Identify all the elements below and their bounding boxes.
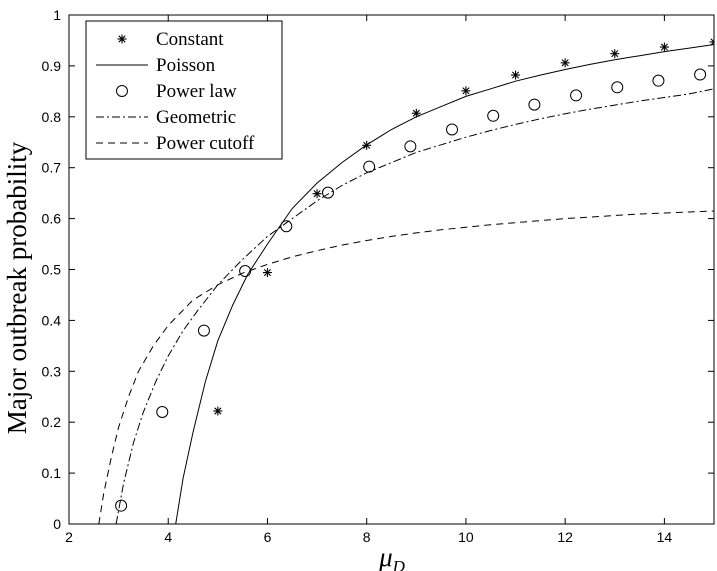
point-power-law-4	[280, 220, 293, 233]
point-power-law-13	[652, 74, 665, 87]
series-geometric	[115, 88, 714, 524]
point-constant-10	[709, 37, 714, 47]
y-tick-label-0.3: 0.3	[42, 363, 62, 379]
point-power-law-8	[446, 123, 459, 136]
y-tick-label-0.7: 0.7	[42, 160, 62, 176]
y-tick-label-0.2: 0.2	[42, 414, 62, 430]
point-constant-6-stroke-3	[511, 71, 520, 79]
point-power-law-1	[156, 406, 169, 419]
point-power-law-10	[528, 98, 541, 111]
series-line-power-cutoff	[98, 210, 714, 524]
legend-box	[85, 20, 283, 160]
y-tick-label-0.5: 0.5	[42, 262, 62, 278]
series-power-cutoff	[98, 210, 714, 524]
point-power-law-12	[611, 81, 624, 94]
legend-swatch-constant	[117, 34, 127, 44]
point-constant-1-stroke-3	[263, 268, 272, 277]
point-constant-7	[560, 58, 570, 68]
y-tick-label-1: 1	[53, 7, 61, 23]
x-tick-label-10: 10	[458, 529, 474, 545]
point-power-law-6	[363, 160, 376, 173]
point-power-law-7	[404, 140, 417, 153]
point-constant-2	[312, 189, 322, 199]
point-power-law-11	[570, 89, 583, 102]
ticks: 2 4 6 8 10 12 14 0 0.1 0.2 0.3 0.4 0.5 0.6 0.7 0.8 0.9 1	[42, 7, 714, 545]
y-axis-label: Major outbreak probability	[2, 141, 32, 434]
point-constant-0-stroke-3	[214, 407, 222, 415]
point-constant-2-stroke-3	[313, 190, 321, 198]
point-power-law-3	[239, 265, 252, 278]
x-tick-label-12: 12	[557, 529, 573, 545]
legend: Constant Poisson Power law Geometric Power c…	[85, 20, 283, 160]
point-constant-10-stroke-3	[710, 41, 714, 46]
point-constant-8	[610, 49, 620, 59]
point-constant-9	[659, 42, 669, 52]
y-tick-label-0: 0	[53, 516, 61, 532]
series-line-poisson	[175, 44, 714, 524]
series-constant	[213, 37, 714, 416]
legend-swatch-constant-stroke-3	[118, 35, 126, 43]
point-power-law-14	[694, 68, 707, 81]
series-line-geometric	[115, 88, 714, 524]
series-poisson	[175, 44, 714, 524]
point-power-law-2	[197, 324, 210, 337]
legend-label-power-law: Power law	[156, 81, 237, 102]
legend-swatch-power-law	[116, 85, 128, 97]
plot-area	[68, 14, 715, 525]
point-power-law-5	[321, 186, 334, 199]
series-power-law	[115, 68, 707, 512]
point-constant-4	[411, 108, 421, 118]
x-tick-label-6: 6	[264, 529, 272, 545]
legend-label-geometric: Geometric	[156, 107, 236, 128]
point-power-law-9	[487, 109, 500, 122]
point-constant-0	[213, 406, 223, 416]
x-tick-label-2: 2	[65, 529, 73, 545]
point-constant-4-stroke-3	[412, 109, 420, 117]
point-constant-10-stroke-1	[710, 38, 714, 43]
x-tick-label-14: 14	[657, 529, 673, 545]
x-axis-label-main: μ	[378, 542, 393, 571]
point-constant-5-stroke-3	[462, 87, 470, 95]
x-axis-label-subscript: D	[392, 557, 406, 571]
point-constant-1	[262, 268, 272, 278]
x-axis-label: μD	[378, 542, 406, 571]
point-constant-7-stroke-3	[561, 59, 569, 67]
legend-label-poisson: Poisson	[156, 55, 216, 76]
y-tick-label-0.8: 0.8	[42, 109, 62, 125]
y-tick-label-0.4: 0.4	[42, 312, 62, 328]
point-constant-9-stroke-3	[660, 43, 668, 51]
y-tick-label-0.6: 0.6	[42, 211, 62, 227]
legend-label-constant: Constant	[156, 29, 224, 50]
y-tick-label-0.1: 0.1	[42, 465, 62, 481]
point-power-law-0	[115, 499, 128, 512]
point-constant-5	[461, 86, 471, 96]
x-tick-label-4: 4	[164, 529, 172, 545]
point-constant-6	[511, 70, 521, 80]
legend-label-power-cutoff: Power cutoff	[156, 133, 255, 154]
y-tick-label-0.9: 0.9	[42, 58, 62, 74]
x-tick-label-8: 8	[363, 529, 371, 545]
point-constant-8-stroke-3	[611, 50, 619, 58]
